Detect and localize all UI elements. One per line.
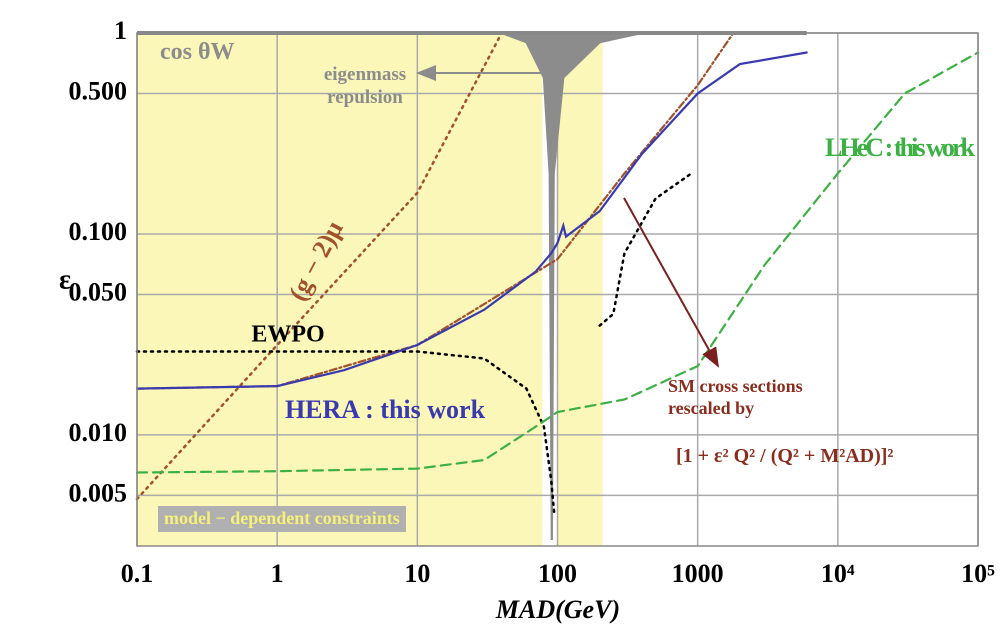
- y-axis-label: ε: [59, 264, 71, 295]
- annotation: model − dependent constraints: [158, 506, 406, 532]
- shaded-region: [557, 33, 603, 546]
- x-tick-label: 1000: [672, 559, 724, 588]
- x-tick-label: 1: [271, 559, 284, 588]
- annotation: cos θW: [160, 39, 235, 65]
- arrow: [623, 197, 719, 368]
- x-tick-label: 10⁴: [821, 559, 855, 588]
- y-tick-label: 0.500: [69, 76, 128, 105]
- series-line: [135, 172, 693, 517]
- shaded-region: [137, 33, 543, 546]
- y-tick-label: 0.010: [69, 418, 128, 447]
- y-tick-label: 0.100: [69, 217, 128, 246]
- annotation: SM cross sections rescaled by: [668, 376, 803, 418]
- series-line: [135, 31, 503, 501]
- annotation: eigenmass repulsion: [323, 64, 407, 108]
- annotation: [1 + ε² Q² / (Q² + M²AD)]²: [676, 445, 894, 467]
- x-tick-label: 0.1: [121, 559, 154, 588]
- x-tick-label: 100: [538, 559, 577, 588]
- y-tick-label: 0.005: [69, 478, 128, 507]
- x-tick-label: 10: [404, 559, 430, 588]
- x-tick-label: 10⁵: [961, 559, 995, 588]
- y-tick-label: 0.050: [69, 277, 128, 306]
- series-line: [135, 51, 980, 474]
- series-label: EWPO: [251, 322, 324, 348]
- x-axis-label: MAD(GeV): [495, 595, 620, 624]
- y-tick-label: 1: [114, 16, 127, 45]
- series-label: HERA : this work: [285, 395, 486, 424]
- series-line: [135, 51, 808, 390]
- series-line: [501, 31, 643, 541]
- series-label: LHeC : this work: [825, 133, 976, 162]
